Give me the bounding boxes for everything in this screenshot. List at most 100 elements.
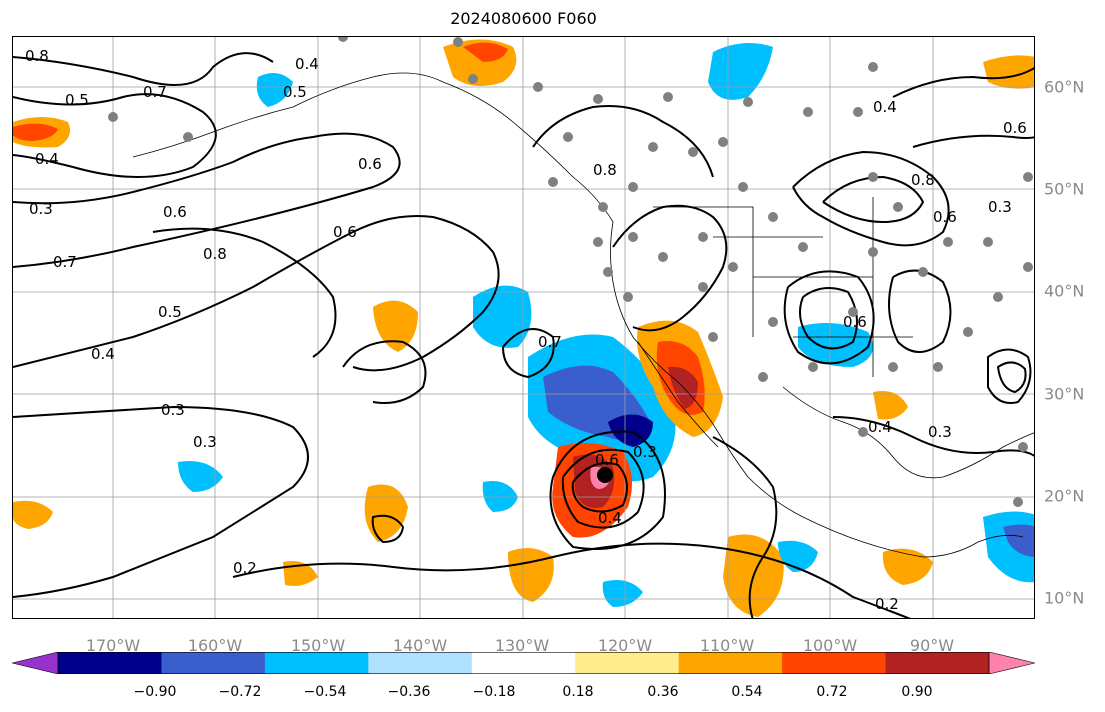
contour-label: 0.8 [25, 47, 49, 65]
colorbar-segments [12, 652, 1035, 674]
colorbar-segment [678, 652, 783, 674]
positive-anomaly-patch [873, 391, 908, 420]
contour-line [892, 67, 1034, 98]
longitude-label: 130°W [494, 636, 550, 655]
contour-line [502, 328, 555, 379]
contour-label: 0.6 [595, 451, 619, 469]
colorbar-tick-label: 0.18 [562, 684, 594, 700]
contour-line [13, 132, 401, 268]
positive-anomaly-patch [668, 366, 698, 409]
negative-anomaly-patch [602, 579, 643, 607]
shaded-anomaly-fields [13, 39, 1034, 617]
longitude-label: 90°W [909, 636, 955, 655]
colorbar-extend-high [988, 652, 1035, 674]
coastlines [132, 72, 1034, 558]
map-title: 2024080600 F060 [450, 9, 597, 28]
colorbar-segment [368, 652, 473, 674]
colorbar-tick-label: −0.18 [472, 684, 516, 700]
gulf-of-mexico-coast [782, 386, 1034, 479]
negative-anomaly-patch [473, 285, 532, 348]
alaska-coast [132, 72, 614, 223]
contour-label: 0.6 [333, 223, 357, 241]
contour-label: 0.4 [35, 150, 59, 168]
contour-label: 0.8 [911, 171, 935, 189]
positive-anomaly-patch [364, 484, 408, 542]
longitude-label: 160°W [187, 636, 243, 655]
contour-label: 0.6 [358, 155, 382, 173]
colorbar-tick-label: 0.54 [731, 684, 763, 700]
colorbar-tick-label: 0.36 [647, 684, 679, 700]
contour-lines [13, 52, 1034, 618]
negative-anomaly-patch [482, 481, 518, 512]
contour-line [152, 227, 337, 358]
map-panel: 0.8 0.5 0.4 0.3 0.5 0.7 0.4 0.6 0.8 0.6 … [12, 36, 1035, 619]
colorbar-tick-label: 0.72 [816, 684, 848, 700]
contour-line [571, 462, 628, 513]
contour-line [783, 270, 875, 365]
contour-label: 0.7 [53, 253, 77, 271]
contour-line [832, 416, 1034, 457]
baja-california [637, 341, 719, 448]
map-canvas: 0.8 0.5 0.4 0.3 0.5 0.7 0.4 0.6 0.8 0.6 … [13, 37, 1034, 618]
colorbar-tick-label: −0.90 [133, 684, 177, 700]
latitude-label: 30°N [1044, 384, 1085, 404]
contour-line [371, 514, 405, 544]
contour-line [532, 105, 714, 178]
positive-anomaly-patch [463, 42, 508, 62]
latitude-label: 20°N [1044, 486, 1085, 506]
longitude-label: 150°W [290, 636, 346, 655]
graticule [13, 37, 1034, 618]
positive-anomaly-patch [882, 548, 933, 585]
contour-label: 0.7 [143, 83, 167, 101]
positive-anomaly-patch [13, 500, 53, 529]
contour-label: 0.5 [158, 303, 182, 321]
colorbar-segment [58, 652, 162, 674]
contour-line [712, 436, 778, 618]
contour-label: 0.6 [1003, 119, 1027, 137]
contour-label: 0.8 [203, 245, 227, 263]
colorbar-segment [885, 652, 990, 674]
contour-line [13, 52, 274, 86]
contour-label: 0.6 [843, 313, 867, 331]
positive-anomaly-patch [983, 55, 1034, 89]
contour-label: 0.2 [233, 559, 257, 577]
contour-label: 0.4 [91, 345, 115, 363]
latitude-label: 50°N [1044, 179, 1085, 199]
contour-line [912, 134, 1034, 148]
contour-label: 0.3 [29, 200, 53, 218]
contour-label-group: 0.8 0.5 0.4 0.3 0.5 0.7 0.4 0.6 0.8 0.6 … [25, 47, 1027, 613]
contour-label: 0.5 [65, 91, 89, 109]
contour-line [996, 361, 1027, 394]
contour-label: 0.4 [868, 418, 892, 436]
contour-label: 0.6 [163, 203, 187, 221]
colorbar-outline [57, 652, 990, 674]
negative-anomaly-patch [256, 73, 293, 107]
contour-line [888, 269, 952, 353]
contour-label: 0.2 [875, 595, 899, 613]
contour-label: 0.3 [928, 423, 952, 441]
contour-label: 0.3 [193, 433, 217, 451]
colorbar-segment [782, 652, 887, 674]
state-border [653, 197, 913, 377]
longitude-label: 110°W [699, 636, 755, 655]
contour-line [342, 340, 427, 404]
colorbar-segment [471, 652, 576, 674]
storm-center-marker [597, 467, 613, 483]
colorbar [12, 652, 1035, 674]
contour-line [987, 348, 1032, 404]
colorbar-segment [161, 652, 266, 674]
latitude-label: 10°N [1044, 588, 1085, 608]
colorbar-segment [575, 652, 680, 674]
contour-line [612, 204, 728, 332]
latitude-label: 60°N [1044, 77, 1085, 97]
positive-anomaly-patch [373, 300, 418, 352]
contour-label: 0.3 [161, 401, 185, 419]
negative-anomaly-patch [1003, 524, 1034, 557]
longitude-label: 120°W [597, 636, 653, 655]
contour-label: 0.3 [988, 198, 1012, 216]
longitude-label: 170°W [85, 636, 141, 655]
contour-label: 0.5 [283, 83, 307, 101]
contour-line [13, 405, 309, 598]
contour-label: 0.6 [933, 208, 957, 226]
station-markers [108, 37, 1033, 507]
